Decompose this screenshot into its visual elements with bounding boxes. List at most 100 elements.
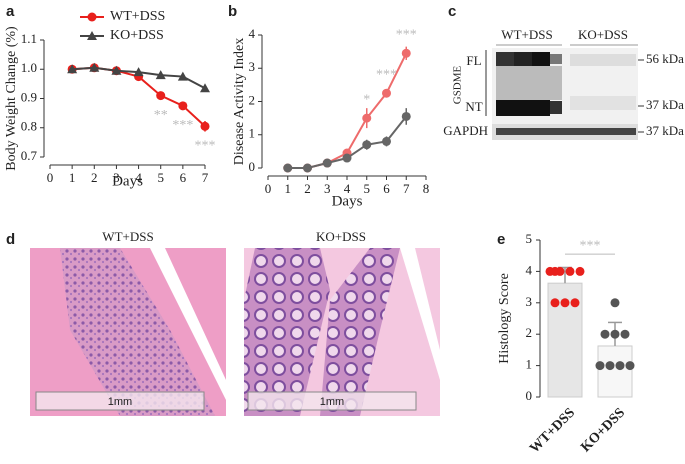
band bbox=[496, 52, 514, 66]
x-tick-label: KO+DSS bbox=[578, 405, 628, 455]
data-point bbox=[550, 266, 560, 276]
y-tick-label: 1.0 bbox=[21, 60, 37, 75]
data-point bbox=[605, 361, 615, 371]
x-tick-label: WT+DSS bbox=[527, 405, 578, 456]
x-tick-label: 5 bbox=[157, 170, 164, 185]
band bbox=[550, 101, 562, 114]
y-tick-label: 4 bbox=[526, 262, 533, 277]
western-blot: WT+DSS KO+DSS FL NT GSDME GAPDH 56 kDa 3… bbox=[443, 27, 684, 140]
marker bbox=[89, 62, 100, 72]
marker bbox=[178, 101, 188, 111]
data-point bbox=[550, 298, 560, 308]
x-tick-label: 1 bbox=[285, 181, 292, 196]
marker bbox=[87, 12, 97, 22]
y-tick-label: 5 bbox=[526, 231, 533, 246]
data-point bbox=[610, 298, 620, 308]
band bbox=[514, 52, 532, 66]
marker bbox=[362, 140, 372, 150]
y-tick-label: 0 bbox=[526, 388, 533, 403]
x-tick-label: 3 bbox=[113, 170, 120, 185]
blot-protein: GAPDH bbox=[443, 123, 488, 138]
size-marker: 56 kDa bbox=[646, 51, 684, 66]
blot-group: KO+DSS bbox=[578, 27, 628, 42]
y-tick-label: 3 bbox=[249, 59, 256, 74]
marker bbox=[67, 64, 78, 74]
marker bbox=[87, 31, 97, 40]
y-tick-label: 0.8 bbox=[21, 119, 37, 134]
panel-letter: d bbox=[6, 231, 15, 248]
x-axis-label: Days bbox=[332, 193, 363, 209]
significance: ** bbox=[154, 108, 168, 123]
y-tick-label: 0 bbox=[249, 159, 256, 174]
lumen bbox=[400, 248, 440, 380]
marker bbox=[322, 158, 332, 168]
band bbox=[532, 100, 550, 116]
x-tick-label: 6 bbox=[383, 181, 390, 196]
band bbox=[514, 100, 532, 116]
y-tick-label: 3 bbox=[526, 294, 533, 309]
significance: *** bbox=[580, 238, 601, 253]
data-point bbox=[625, 361, 635, 371]
size-marker: 37 kDa bbox=[646, 123, 684, 138]
x-tick-label: 2 bbox=[304, 181, 311, 196]
y-tick-label: 2 bbox=[249, 92, 256, 107]
y-axis-label: Disease Activity Index bbox=[232, 38, 247, 166]
y-tick-label: 1 bbox=[249, 126, 256, 141]
data-point bbox=[610, 329, 620, 339]
band bbox=[496, 100, 514, 116]
y-tick-label: 0.7 bbox=[21, 148, 38, 163]
x-tick-label: 1 bbox=[69, 170, 76, 185]
x-axis-label: Days bbox=[112, 173, 143, 189]
smear bbox=[570, 54, 636, 66]
scale-bar bbox=[247, 391, 417, 411]
marker bbox=[401, 48, 411, 58]
y-axis-label: Body Weight Change (%) bbox=[4, 26, 19, 171]
marker bbox=[133, 67, 144, 77]
x-tick-label: 4 bbox=[344, 181, 351, 196]
data-point bbox=[620, 329, 630, 339]
size-marker: 37 kDa bbox=[646, 97, 684, 112]
blot-label: FL bbox=[466, 53, 481, 68]
image-title: KO+DSS bbox=[316, 229, 366, 244]
blot-label: NT bbox=[465, 99, 482, 114]
marker bbox=[200, 83, 210, 93]
significance: * bbox=[363, 92, 370, 107]
panel-letter: c bbox=[448, 3, 456, 20]
bar bbox=[597, 345, 633, 398]
histology: WT+DSS KO+DSS 1mm 1mm bbox=[30, 229, 440, 416]
marker bbox=[303, 163, 312, 173]
scale-label: 1mm bbox=[108, 396, 132, 408]
y-tick-label: 4 bbox=[249, 26, 256, 41]
marker bbox=[362, 113, 372, 123]
panel-letter: e bbox=[497, 231, 505, 248]
data-point bbox=[600, 329, 610, 339]
x-tick-label: 4 bbox=[135, 170, 142, 185]
data-point bbox=[575, 266, 585, 276]
y-tick-label: 1 bbox=[526, 357, 533, 372]
image-title: WT+DSS bbox=[102, 229, 153, 244]
blot-protein: GSDME bbox=[452, 65, 464, 104]
x-tick-label: 0 bbox=[265, 181, 272, 196]
data-point bbox=[565, 266, 575, 276]
band bbox=[550, 54, 562, 64]
legend-label: WT+DSS bbox=[110, 9, 165, 24]
y-tick-label: 1.1 bbox=[21, 31, 37, 46]
marker bbox=[401, 111, 411, 121]
data-point bbox=[570, 298, 580, 308]
y-tick-label: 0.9 bbox=[21, 89, 37, 104]
significance: *** bbox=[376, 67, 397, 82]
marker bbox=[342, 153, 352, 163]
marker bbox=[156, 91, 166, 101]
panel-letter: a bbox=[6, 3, 15, 20]
x-tick-label: 7 bbox=[403, 181, 410, 196]
significance: *** bbox=[396, 28, 417, 43]
scale-label: 1mm bbox=[320, 396, 344, 408]
x-tick-label: 7 bbox=[202, 170, 209, 185]
marker bbox=[283, 163, 293, 173]
x-tick-label: 5 bbox=[364, 181, 371, 196]
data-point bbox=[595, 361, 605, 371]
y-axis-label: Histology Score bbox=[497, 273, 512, 364]
lumen bbox=[150, 248, 226, 400]
